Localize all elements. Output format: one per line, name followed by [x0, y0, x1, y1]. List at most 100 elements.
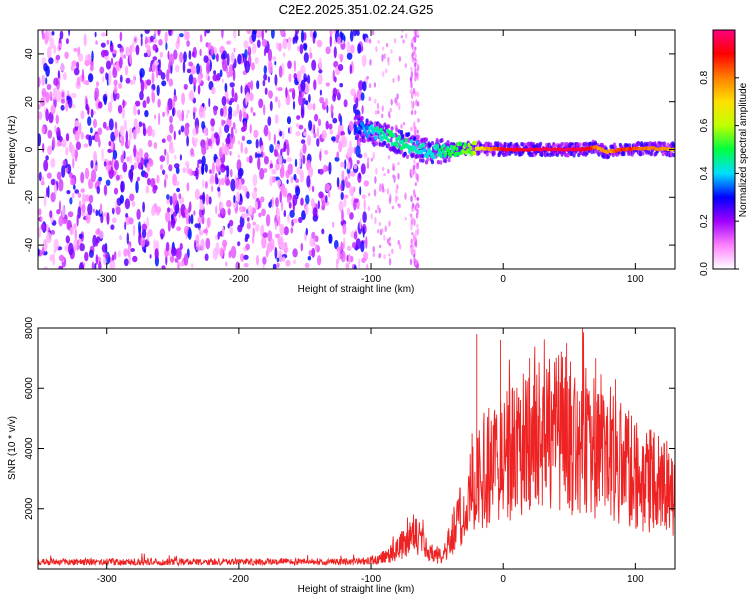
noise-speckle — [381, 185, 385, 193]
noise-speckle — [374, 216, 377, 225]
noise-speckle — [368, 83, 372, 89]
noise-speckle — [366, 161, 370, 169]
noise-speckle — [233, 58, 237, 69]
noise-speckle — [313, 30, 317, 39]
noise-speckle — [321, 130, 327, 140]
noise-speckle — [53, 238, 59, 252]
noise-speckle — [325, 195, 328, 204]
noise-speckle — [348, 253, 351, 264]
noise-speckle — [365, 236, 368, 249]
noise-speckle — [261, 235, 267, 249]
noise-speckle — [349, 30, 354, 42]
signal-track — [420, 149, 424, 154]
signal-halo — [649, 151, 653, 157]
snr-axes: -300 -200 -100 0 100 2000 4000 6000 8000 — [24, 316, 675, 585]
noise-speckle — [285, 87, 288, 98]
noise-speckle — [280, 163, 285, 174]
streak-speckle — [413, 159, 416, 165]
noise-speckle — [278, 215, 281, 227]
noise-speckle — [397, 161, 400, 166]
signal-track — [404, 138, 408, 143]
noise-speckle — [159, 51, 164, 59]
streak-speckle — [410, 70, 414, 79]
noise-speckle — [126, 156, 130, 162]
noise-speckle — [137, 109, 140, 116]
noise-speckle — [304, 262, 310, 268]
noise-speckle — [390, 49, 393, 54]
streak-speckle — [411, 169, 414, 178]
noise-speckle — [375, 167, 378, 175]
noise-speckle — [365, 37, 369, 44]
signal-halo — [640, 141, 644, 146]
noise-speckle — [355, 145, 361, 158]
noise-speckle — [246, 222, 251, 230]
noise-speckle — [293, 218, 298, 224]
noise-speckle — [335, 258, 340, 265]
noise-speckle — [41, 32, 46, 40]
noise-speckle — [133, 162, 138, 170]
noise-speckle — [151, 63, 156, 73]
noise-speckle — [272, 263, 277, 269]
noise-speckle — [177, 35, 180, 45]
noise-speckle — [340, 131, 345, 136]
noise-speckle — [261, 30, 264, 41]
noise-speckle — [282, 190, 287, 197]
noise-speckle — [157, 30, 161, 35]
noise-speckle — [235, 179, 240, 190]
noise-speckle — [396, 184, 399, 190]
noise-speckle — [47, 145, 53, 155]
noise-speckle — [319, 151, 322, 162]
noise-speckle — [311, 59, 317, 71]
noise-speckle — [164, 178, 167, 188]
noise-speckle — [144, 30, 150, 34]
noise-speckle — [172, 107, 175, 117]
noise-speckle — [328, 191, 331, 198]
noise-speckle — [232, 122, 236, 130]
noise-speckle — [202, 179, 205, 189]
noise-speckle — [396, 93, 399, 100]
noise-speckle — [57, 70, 61, 79]
noise-speckle — [101, 76, 105, 83]
signal-halo — [375, 141, 379, 146]
noise-speckle — [166, 134, 172, 142]
chart-title: C2E2.2025.351.02.24.G25 — [279, 2, 434, 17]
noise-speckle — [50, 178, 56, 186]
colorbar-tick-label: 0.2 — [699, 214, 710, 228]
noise-speckle — [195, 124, 199, 134]
signal-halo — [503, 141, 507, 147]
noise-speckle — [398, 102, 401, 111]
signal-track — [432, 155, 436, 160]
colorbar-tick-label: 0.4 — [699, 166, 710, 180]
noise-speckle — [256, 39, 261, 48]
noise-speckle — [168, 30, 172, 37]
noise-speckle — [349, 140, 352, 152]
signal-halo — [395, 127, 399, 133]
noise-speckle — [203, 55, 209, 63]
signal-halo — [641, 151, 645, 156]
noise-speckle — [362, 81, 367, 92]
noise-speckle — [340, 250, 346, 263]
noise-speckle — [46, 232, 52, 244]
noise-speckle — [165, 241, 170, 252]
noise-speckle — [338, 140, 343, 153]
noise-speckle — [52, 253, 56, 266]
noise-speckle — [95, 229, 101, 236]
noise-speckle — [199, 48, 202, 57]
noise-speckle — [71, 92, 77, 99]
signal-halo — [390, 126, 394, 131]
signal-track — [439, 153, 443, 159]
noise-speckle — [361, 194, 367, 199]
noise-speckle — [358, 258, 361, 269]
noise-speckle — [216, 53, 219, 62]
noise-speckle — [82, 193, 86, 206]
noise-speckle — [92, 208, 95, 213]
noise-speckle — [278, 42, 282, 52]
noise-speckle — [349, 64, 352, 75]
noise-speckle — [58, 179, 64, 192]
noise-speckle — [225, 137, 231, 145]
noise-speckle — [47, 46, 52, 60]
noise-speckle — [78, 53, 84, 62]
noise-speckle — [226, 71, 231, 78]
noise-speckle — [179, 51, 184, 63]
noise-speckle — [105, 179, 111, 186]
